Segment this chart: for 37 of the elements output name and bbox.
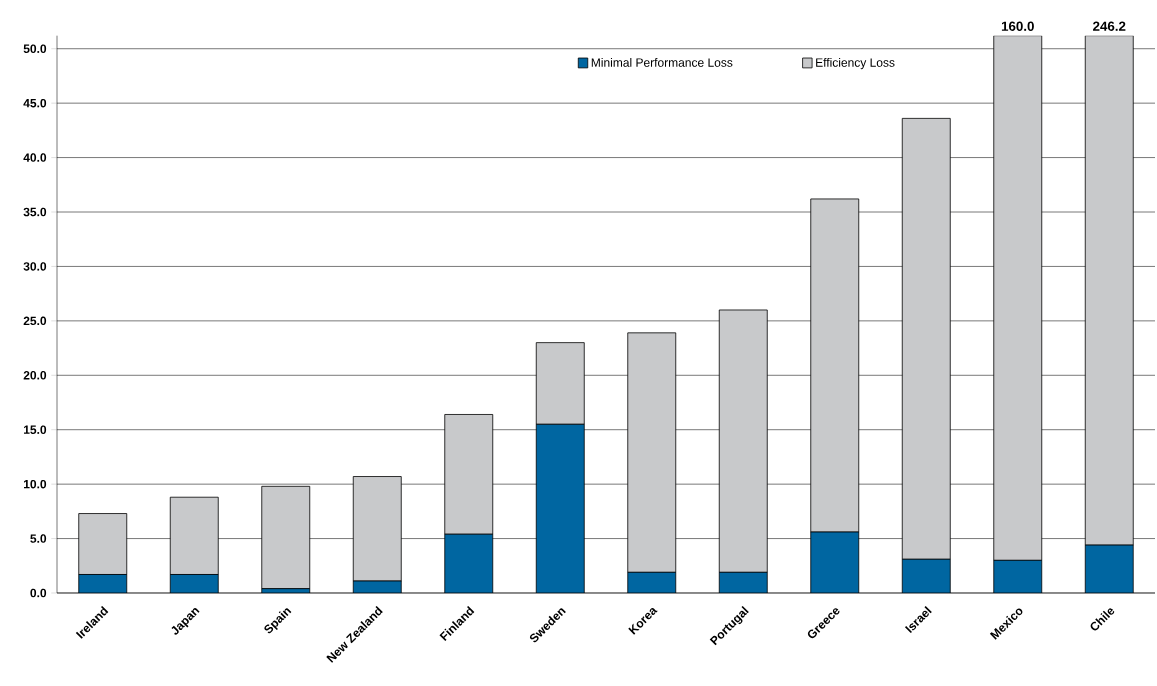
bar	[78, 513, 128, 575]
y-tick-label: 15.0	[24, 425, 47, 434]
bar	[1084, 35, 1134, 546]
bar	[169, 496, 219, 575]
bar	[810, 531, 860, 593]
bar	[627, 571, 677, 593]
bar	[993, 35, 1043, 561]
bar	[169, 574, 219, 593]
y-tick-label: 30.0	[23, 262, 47, 271]
y-tick-label: 40.0	[23, 153, 47, 162]
bar	[810, 198, 860, 533]
annotation: 160.0	[1001, 21, 1034, 31]
bar	[535, 423, 585, 593]
bar	[1084, 544, 1134, 593]
bar	[261, 485, 311, 590]
bar	[718, 571, 768, 593]
bar	[535, 342, 585, 425]
y-tick-label: 50.0	[23, 44, 47, 53]
legend-label: Efficiency Loss	[816, 57, 895, 70]
y-tick-label: 35.0	[23, 207, 47, 217]
bar	[993, 559, 1043, 593]
bar	[718, 309, 768, 573]
legend-label: Minimal Performance Loss	[591, 57, 733, 67]
annotation: 246.2	[1093, 21, 1126, 31]
y-tick-label: 10.0	[24, 479, 47, 489]
bar	[352, 476, 402, 582]
bar	[901, 117, 951, 560]
y-tick-label: 0.0	[30, 588, 47, 598]
y-tick-label: 5.0	[30, 534, 47, 543]
bar	[901, 558, 951, 593]
bar	[444, 414, 494, 535]
bar	[444, 533, 494, 593]
bar	[627, 332, 677, 573]
y-tick-label: 25.0	[23, 316, 47, 326]
y-tick-label: 45.0	[23, 98, 47, 108]
bar	[78, 574, 128, 593]
y-tick-label: 20.0	[23, 371, 47, 380]
